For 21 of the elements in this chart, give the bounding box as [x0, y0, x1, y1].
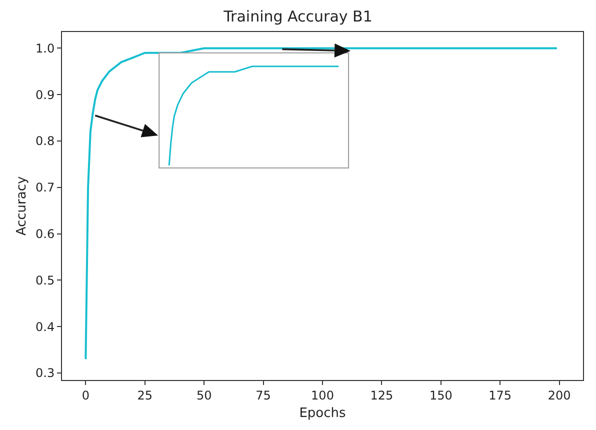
- chart-title: Training Accuray B1: [222, 7, 372, 26]
- x-tick-label: 25: [137, 388, 153, 402]
- y-tick-label: 0.8: [36, 134, 55, 148]
- y-tick-label: 0.9: [36, 88, 55, 102]
- line-series: [84, 47, 558, 360]
- x-tick-label: 175: [488, 388, 512, 402]
- y-tick-label: 0.3: [36, 366, 55, 380]
- x-axis-title: Epochs: [299, 406, 346, 421]
- x-tick-label: 200: [548, 388, 571, 402]
- y-tick-label: 0.6: [36, 227, 55, 242]
- y-tick-label: 0.5: [36, 273, 55, 288]
- x-tick-label: 125: [370, 388, 394, 402]
- y-axis-title: Accuracy: [14, 176, 30, 236]
- x-tick-label: 75: [256, 388, 271, 402]
- x-tick-label: 50: [196, 388, 212, 402]
- x-tick-label: 150: [429, 388, 452, 402]
- x-tick-label: 0: [82, 388, 90, 402]
- y-tick-label: 0.4: [36, 320, 55, 334]
- y-tick-label: 1.0: [36, 41, 55, 56]
- y-tick-label: 0.7: [36, 180, 55, 195]
- x-tick-label: 100: [311, 388, 334, 402]
